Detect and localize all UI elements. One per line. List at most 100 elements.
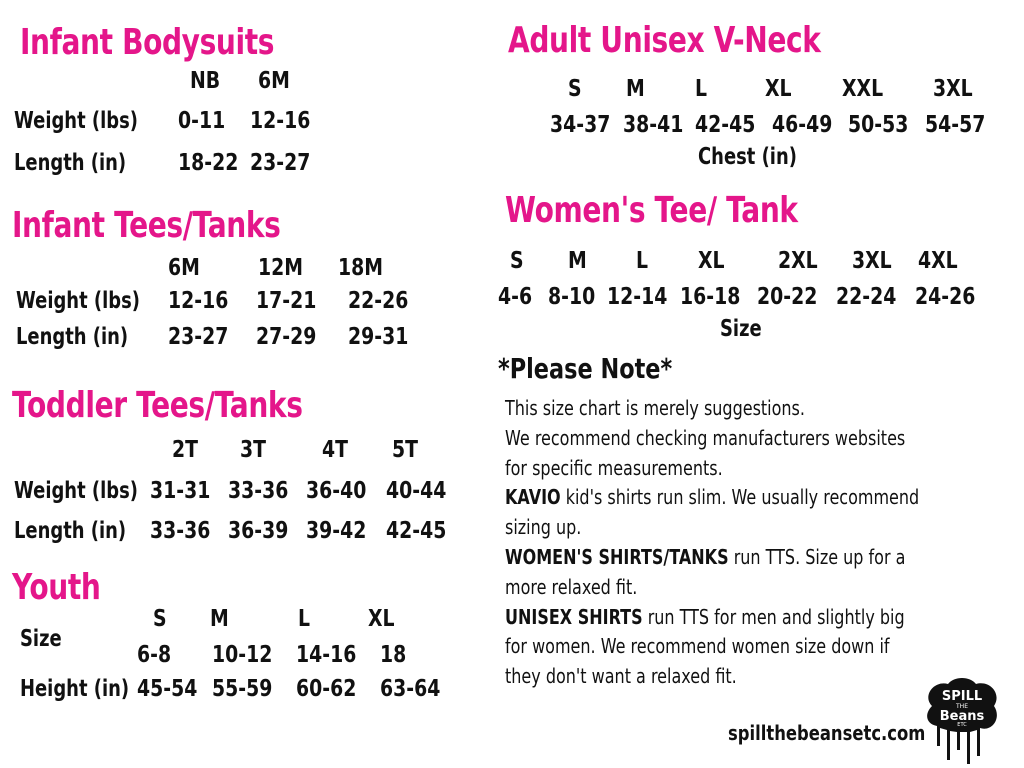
size-header: 2XL [778,248,818,274]
size-header: S [568,76,582,102]
table-cell: 29-31 [348,324,409,350]
table-cell: 22-26 [348,288,409,314]
note-text: We recommend checking manufacturers webs… [505,425,906,450]
website-link[interactable]: spillthebeansetc.com [728,721,926,745]
note-text: kid's shirts run slim. We usually recomm… [560,485,920,510]
table-cell: 40-44 [386,478,447,504]
svg-text:ETC: ETC [957,722,967,728]
size-header: XL [698,248,725,274]
row-label: Weight (lbs) [14,478,138,504]
svg-text:Beans: Beans [940,709,985,724]
size-header: M [568,248,587,274]
table-cell: 8-10 [548,284,596,310]
table-cell: 23-27 [250,150,311,176]
please-note-heading: *Please Note* [498,352,673,385]
note-text: run TTS. Size up for a [728,545,906,569]
note-emphasis: UNISEX SHIRTS [505,604,643,629]
note-line: more relaxed fit. [505,575,637,599]
note-line: WOMEN'S SHIRTS/TANKS run TTS. Size up fo… [505,545,905,569]
table-cell: 46-49 [772,112,833,138]
row-label: Length (in) [14,518,127,544]
size-header: 3XL [852,248,892,274]
size-header: 3XL [933,76,973,102]
table-cell: 50-53 [848,112,909,138]
size-header: 4T [322,437,348,463]
row-label: Weight (lbs) [14,108,138,134]
table-cell: 24-26 [915,284,976,310]
table-cell: 4-6 [498,284,533,310]
table-cell: 18-22 [178,150,239,176]
note-line: for women. We recommend women size down … [505,634,890,658]
note-line: We recommend checking manufacturers webs… [505,426,905,450]
size-header: M [210,606,229,632]
note-line: KAVIO kid's shirts run slim. We usually … [505,485,919,509]
table-cell: 63-64 [380,676,441,702]
size-header: S [510,248,524,274]
note-text: for specific measurements. [505,455,723,480]
table-cell: 31-31 [150,478,211,504]
size-header: 3T [240,437,266,463]
size-header: 5T [392,437,418,463]
table-cell: 42-45 [386,518,447,544]
toddler-tees-title: Toddler Tees/Tanks [12,385,303,426]
table-cell: 12-14 [607,284,668,310]
table-cell: 27-29 [256,324,317,350]
table-cell: 10-12 [212,642,273,668]
infant-bodysuits-title: Infant Bodysuits [20,22,275,63]
size-header: L [695,76,708,102]
note-line: for specific measurements. [505,456,723,480]
spill-the-beans-logo: SPILL THE Beans ETC [927,678,997,764]
table-cell: 36-39 [228,518,289,544]
note-line: This size chart is merely suggestions. [505,396,805,420]
note-text: more relaxed fit. [505,574,638,599]
table-cell: 20-22 [757,284,818,310]
row-label: Length (in) [14,150,127,176]
size-header: 18M [338,255,384,281]
table-cell: 18 [380,642,407,668]
note-line: UNISEX SHIRTS run TTS for men and slight… [505,605,905,629]
table-cell: 60-62 [296,676,357,702]
table-cell: 55-59 [212,676,273,702]
size-header: M [626,76,645,102]
size-header: XL [368,606,395,632]
infant-tees-title: Infant Tees/Tanks [12,205,281,246]
size-header: 2T [172,437,198,463]
note-line: they don't want a relaxed fit. [505,664,737,688]
note-text: for women. We recommend women size down … [505,634,890,659]
size-caption: Size [720,316,762,342]
table-cell: 33-36 [228,478,289,504]
table-cell: 34-37 [550,112,611,138]
table-cell: 33-36 [150,518,211,544]
table-cell: 17-21 [256,288,317,314]
svg-text:SPILL: SPILL [942,689,982,704]
table-cell: 36-40 [306,478,367,504]
row-label: Weight (lbs) [16,288,140,314]
note-emphasis: WOMEN'S SHIRTS/TANKS [505,545,729,569]
size-header: NB [190,68,221,94]
size-header: XXL [842,76,884,102]
table-cell: 12-16 [168,288,229,314]
size-header: L [298,606,311,632]
table-cell: 54-57 [925,112,986,138]
note-line: sizing up. [505,515,581,539]
size-header: 12M [258,255,304,281]
size-header: S [153,606,167,632]
table-cell: 42-45 [695,112,756,138]
size-header: 6M [258,68,290,94]
table-cell: 23-27 [168,324,229,350]
table-cell: 6-8 [137,642,172,668]
adult-vneck-title: Adult Unisex V-Neck [508,20,821,61]
table-cell: 14-16 [296,642,357,668]
note-text: they don't want a relaxed fit. [505,664,737,689]
table-cell: 0-11 [178,108,226,134]
chest-caption: Chest (in) [698,144,797,170]
svg-text:THE: THE [955,703,968,710]
size-header: XL [765,76,792,102]
table-cell: 12-16 [250,108,311,134]
table-cell: 22-24 [836,284,897,310]
size-header: 6M [168,255,200,281]
note-emphasis: KAVIO [505,485,561,510]
note-text: sizing up. [505,515,582,540]
table-cell: 38-41 [623,112,684,138]
table-cell: 45-54 [137,676,198,702]
